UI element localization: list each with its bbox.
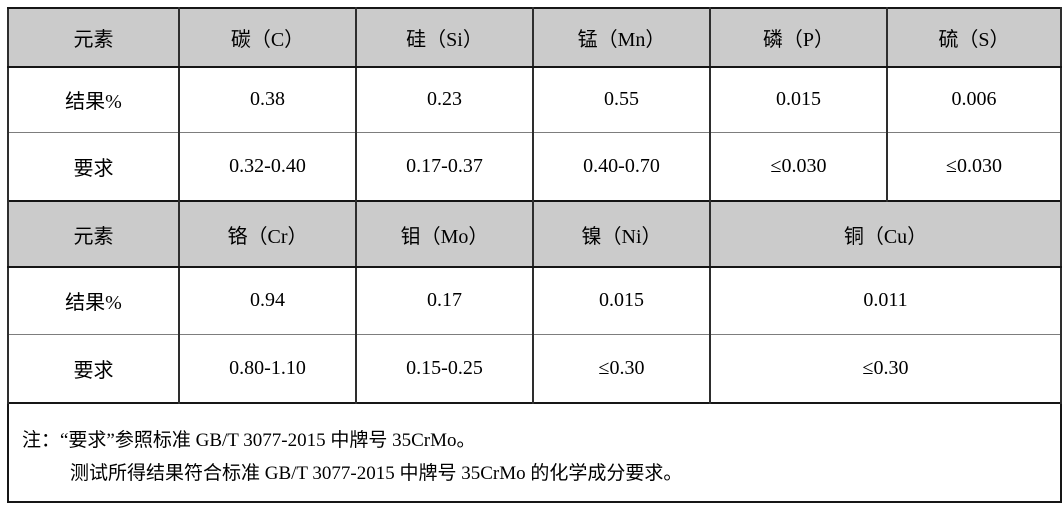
group1-requirement-manganese: 0.40-0.70 — [532, 131, 711, 202]
group2-result-copper: 0.011 — [709, 266, 1062, 335]
group2-col-nickel: 镍（Ni） — [532, 200, 711, 268]
group1-result-sulfur: 0.006 — [886, 66, 1062, 133]
group1-result-carbon: 0.38 — [178, 66, 357, 133]
group1-result-label: 结果% — [7, 66, 180, 133]
chemical-composition-table: 元素 碳（C） 硅（Si） 锰（Mn） 磷（P） 硫（S） 结果% 0.38 0… — [7, 7, 1062, 503]
group1-requirement-row: 要求 0.32-0.40 0.17-0.37 0.40-0.70 ≤0.030 … — [7, 131, 1062, 202]
group1-header-row: 元素 碳（C） 硅（Si） 锰（Mn） 磷（P） 硫（S） — [7, 7, 1062, 68]
group2-requirement-nickel: ≤0.30 — [532, 333, 711, 404]
group2-requirement-label: 要求 — [7, 333, 180, 404]
note-line-1: 注：“要求”参照标准 GB/T 3077-2015 中牌号 35CrMo。 — [22, 430, 476, 451]
group1-col-silicon: 硅（Si） — [355, 7, 534, 68]
group1-result-row: 结果% 0.38 0.23 0.55 0.015 0.006 — [7, 66, 1062, 133]
note-cell: 注：“要求”参照标准 GB/T 3077-2015 中牌号 35CrMo。 测试… — [7, 402, 1062, 503]
group1-requirement-silicon: 0.17-0.37 — [355, 131, 534, 202]
group2-col-molybdenum: 钼（Mo） — [355, 200, 534, 268]
group2-col-copper: 铜（Cu） — [709, 200, 1062, 268]
group1-requirement-label: 要求 — [7, 131, 180, 202]
group1-col-phosphorus: 磷（P） — [709, 7, 888, 68]
group2-result-chromium: 0.94 — [178, 266, 357, 335]
group2-col-chromium: 铬（Cr） — [178, 200, 357, 268]
group1-col-manganese: 锰（Mn） — [532, 7, 711, 68]
group2-result-label: 结果% — [7, 266, 180, 335]
group2-header-row: 元素 铬（Cr） 钼（Mo） 镍（Ni） 铜（Cu） — [7, 200, 1062, 268]
group2-result-row: 结果% 0.94 0.17 0.015 0.011 — [7, 266, 1062, 335]
group2-requirement-row: 要求 0.80-1.10 0.15-0.25 ≤0.30 ≤0.30 — [7, 333, 1062, 404]
group1-col-sulfur: 硫（S） — [886, 7, 1062, 68]
group2-result-nickel: 0.015 — [532, 266, 711, 335]
group2-requirement-copper: ≤0.30 — [709, 333, 1062, 404]
group1-requirement-sulfur: ≤0.030 — [886, 131, 1062, 202]
group1-result-silicon: 0.23 — [355, 66, 534, 133]
group1-requirement-phosphorus: ≤0.030 — [709, 131, 888, 202]
group2-requirement-chromium: 0.80-1.10 — [178, 333, 357, 404]
group1-result-manganese: 0.55 — [532, 66, 711, 133]
group1-requirement-carbon: 0.32-0.40 — [178, 131, 357, 202]
group2-element-label: 元素 — [7, 200, 180, 268]
note-row: 注：“要求”参照标准 GB/T 3077-2015 中牌号 35CrMo。 测试… — [7, 402, 1062, 503]
group1-element-label: 元素 — [7, 7, 180, 68]
group1-result-phosphorus: 0.015 — [709, 66, 888, 133]
group2-result-molybdenum: 0.17 — [355, 266, 534, 335]
group1-col-carbon: 碳（C） — [178, 7, 357, 68]
group2-requirement-molybdenum: 0.15-0.25 — [355, 333, 534, 404]
note-line-2: 测试所得结果符合标准 GB/T 3077-2015 中牌号 35CrMo 的化学… — [70, 463, 683, 484]
